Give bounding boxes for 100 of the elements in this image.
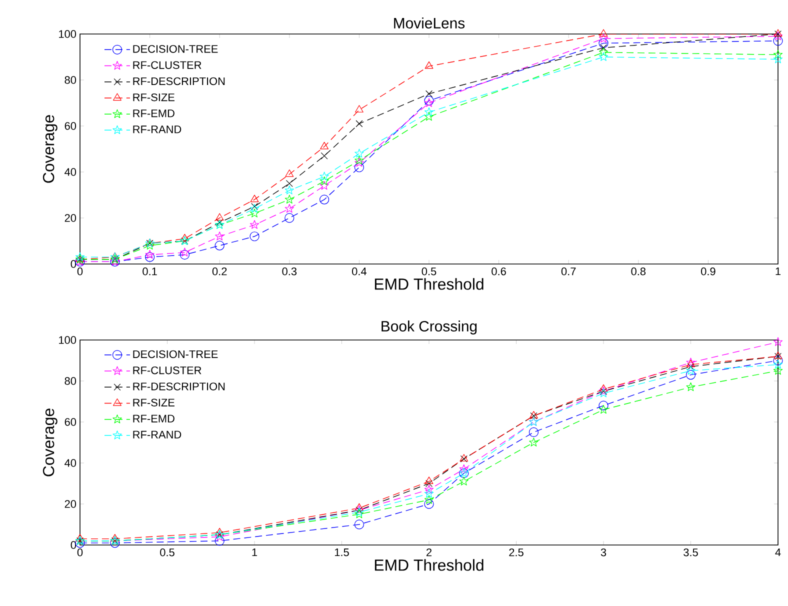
legend-label: RF-DESCRIPTION xyxy=(133,382,225,390)
point xyxy=(598,48,608,56)
y-axis-title: Coverage xyxy=(42,115,58,183)
point xyxy=(250,220,260,229)
chart-title: MovieLens xyxy=(394,18,465,28)
x-tick-label: 2.5 xyxy=(509,548,524,556)
x-tick-label: 2 xyxy=(426,548,432,556)
x-tick-label: 0.8 xyxy=(631,268,646,276)
legend-label: RF-EMD xyxy=(133,110,174,118)
point xyxy=(687,363,694,370)
point xyxy=(320,172,329,181)
point xyxy=(426,480,432,487)
y-tick-label: 80 xyxy=(64,377,76,385)
legend-label: RF-SIZE xyxy=(133,398,174,406)
y-tick-label: 60 xyxy=(64,122,76,130)
point xyxy=(284,204,294,213)
x-tick-label: 0 xyxy=(77,548,83,556)
point xyxy=(286,180,293,187)
point xyxy=(75,538,85,548)
point xyxy=(145,250,154,259)
legend-label: DECISION-TREE xyxy=(133,350,218,358)
x-tick-label: 0.5 xyxy=(422,268,436,276)
point xyxy=(424,484,434,494)
point xyxy=(320,142,329,150)
x-tick-label: 0.6 xyxy=(492,268,506,276)
point xyxy=(320,194,330,204)
point xyxy=(459,476,468,486)
y-tick-label: 20 xyxy=(64,214,76,222)
point xyxy=(528,427,539,438)
point xyxy=(773,36,783,46)
point xyxy=(215,232,224,240)
point xyxy=(284,213,294,223)
point xyxy=(216,219,224,226)
y-axis-title: Coverage xyxy=(42,408,58,476)
point xyxy=(773,54,783,64)
point xyxy=(600,44,607,52)
y-tick-label: 100 xyxy=(59,30,76,38)
point xyxy=(354,158,364,167)
chart-title: Book Crossing xyxy=(382,320,477,334)
x-tick-label: 1 xyxy=(252,548,258,556)
x-tick-label: 3 xyxy=(600,548,606,556)
y-tick-label: 40 xyxy=(64,459,76,467)
point xyxy=(773,356,783,366)
x-tick-label: 1 xyxy=(776,268,781,276)
point xyxy=(773,360,783,369)
point xyxy=(773,31,783,40)
legend-label: RF-RAND xyxy=(133,126,182,134)
point xyxy=(424,61,434,69)
x-tick-label: 0.7 xyxy=(561,268,576,276)
point xyxy=(424,476,434,484)
point xyxy=(354,148,364,158)
point xyxy=(426,90,432,98)
point xyxy=(773,337,783,346)
x-tick-label: 0.1 xyxy=(142,268,157,276)
x-axis-title: EMD Threshold xyxy=(374,559,484,571)
point xyxy=(284,194,294,204)
y-tick-label: 100 xyxy=(59,336,76,344)
point xyxy=(110,534,120,542)
point xyxy=(320,180,329,190)
point xyxy=(145,252,155,262)
point xyxy=(250,204,260,213)
point xyxy=(424,495,434,504)
point xyxy=(529,438,538,446)
point xyxy=(250,232,260,242)
point xyxy=(599,29,608,37)
y-tick-label: 40 xyxy=(64,168,76,176)
point xyxy=(424,488,434,498)
legend-label: RF-EMD xyxy=(133,414,174,422)
point xyxy=(250,194,259,202)
point xyxy=(180,248,190,256)
x-tick-label: 0.9 xyxy=(701,268,716,276)
legend-label: RF-CLUSTER xyxy=(133,61,202,69)
point xyxy=(320,176,329,186)
point xyxy=(145,240,154,250)
x-tick-label: 0.4 xyxy=(352,268,366,276)
legend-label: RF-SIZE xyxy=(133,93,174,102)
y-tick-label: 60 xyxy=(64,418,76,426)
x-tick-label: 4 xyxy=(775,548,781,556)
point xyxy=(356,120,363,128)
point xyxy=(250,208,260,218)
x-tick-label: 0 xyxy=(77,268,83,276)
point xyxy=(686,382,696,392)
point xyxy=(355,105,364,112)
point xyxy=(424,96,434,106)
point xyxy=(598,404,608,414)
point xyxy=(354,156,364,164)
point xyxy=(285,169,294,177)
point xyxy=(599,384,608,392)
point xyxy=(424,499,434,509)
y-tick-label: 80 xyxy=(64,76,76,84)
point xyxy=(424,112,434,121)
point xyxy=(424,107,434,116)
point xyxy=(424,98,434,107)
x-tick-label: 3.5 xyxy=(684,548,698,556)
point xyxy=(598,52,608,61)
point xyxy=(215,528,224,536)
point xyxy=(459,464,468,474)
point xyxy=(773,366,783,375)
point xyxy=(686,370,696,380)
point xyxy=(215,213,224,221)
